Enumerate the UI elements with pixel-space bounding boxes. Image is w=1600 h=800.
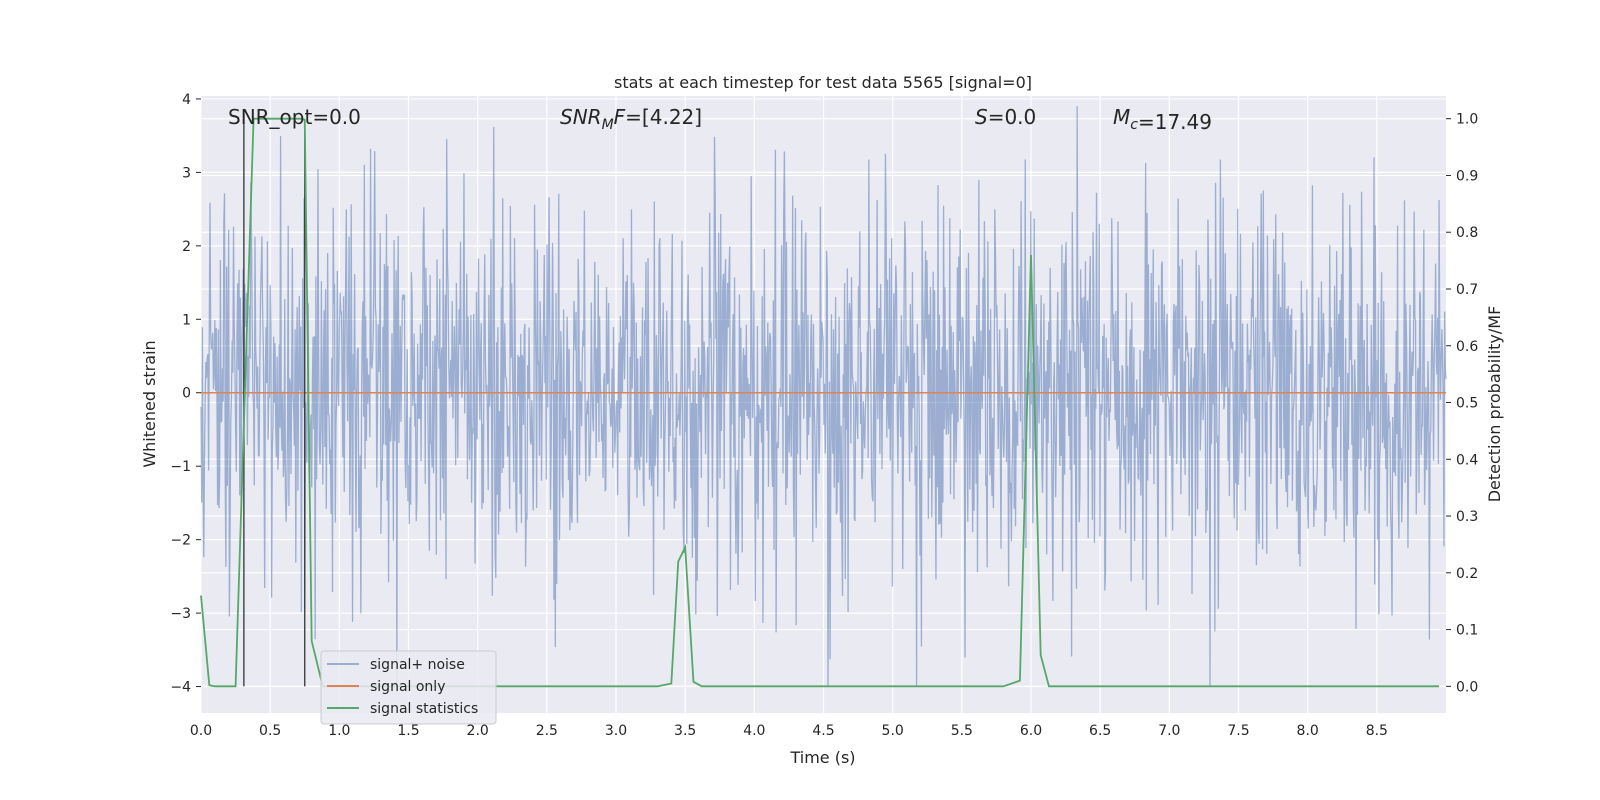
y-right-tick-label: 0.5 bbox=[1456, 396, 1478, 412]
y-left-tick-label: 2 bbox=[182, 239, 191, 255]
y-left-tick-label: −1 bbox=[170, 459, 191, 475]
x-tick-label: 1.5 bbox=[397, 723, 419, 739]
y-left-tick-label: 3 bbox=[182, 165, 191, 181]
x-tick-label: 7.0 bbox=[1158, 723, 1180, 739]
x-tick-label: 5.0 bbox=[882, 723, 904, 739]
legend-label: signal+ noise bbox=[370, 657, 465, 673]
y-left-tick-label: 0 bbox=[182, 386, 191, 402]
x-tick-label: 3.5 bbox=[674, 723, 696, 739]
y-right-tick-label: 0.0 bbox=[1456, 679, 1478, 695]
y-right-tick-label: 0.9 bbox=[1456, 168, 1478, 184]
y-right-tick-label: 0.3 bbox=[1456, 509, 1478, 525]
annotation-3: Mc=17.49 bbox=[1113, 105, 1212, 134]
y-left-tick-label: −2 bbox=[170, 533, 191, 549]
x-axis-label: Time (s) bbox=[789, 748, 855, 767]
x-tick-label: 4.0 bbox=[743, 723, 765, 739]
y-right-tick-label: 0.8 bbox=[1456, 225, 1478, 241]
y-left-tick-label: 1 bbox=[182, 312, 191, 328]
x-tick-label: 0.5 bbox=[259, 723, 281, 739]
x-tick-label: 5.5 bbox=[951, 723, 973, 739]
x-tick-label: 0.0 bbox=[190, 723, 212, 739]
y-right-tick-label: 0.6 bbox=[1456, 339, 1478, 355]
x-tick-label: 3.0 bbox=[605, 723, 627, 739]
series-signal-statistics bbox=[200, 117, 1440, 688]
y-axis-right-ticks: 0.0 0.1 0.2 0.3 0.4 0.5 0.6 0.7 0.8 0.9 1.0 bbox=[1446, 112, 1478, 695]
x-tick-label: 8.5 bbox=[1366, 723, 1388, 739]
y-right-tick-label: 0.7 bbox=[1456, 282, 1478, 298]
x-tick-label: 4.5 bbox=[812, 723, 834, 739]
x-tick-label: 2.5 bbox=[536, 723, 558, 739]
x-tick-label: 1.0 bbox=[328, 723, 350, 739]
y-axis-left-ticks: −4 −3 −2 −1 0 1 2 3 4 bbox=[170, 92, 201, 696]
x-tick-label: 2.0 bbox=[467, 723, 489, 739]
noise-line bbox=[200, 106, 1447, 687]
x-tick-label: 6.5 bbox=[1089, 723, 1111, 739]
annotation-1: SNRMF=[4.22] bbox=[560, 105, 702, 133]
y-right-tick-label: 0.4 bbox=[1456, 452, 1478, 468]
y-left-tick-label: −3 bbox=[170, 606, 191, 622]
y-left-tick-label: 4 bbox=[182, 92, 191, 108]
chart-title: stats at each timestep for test data 556… bbox=[614, 73, 1032, 92]
x-tick-label: 6.0 bbox=[1020, 723, 1042, 739]
x-axis-ticks: 0.0 0.5 1.0 1.5 2.0 2.5 3.0 3.5 4.0 4.5 5.0 5.5 6.0 6… bbox=[190, 723, 1388, 739]
y-left-tick-label: −4 bbox=[170, 680, 191, 696]
legend-label: signal only bbox=[370, 679, 445, 695]
y-right-tick-label: 0.1 bbox=[1456, 623, 1478, 639]
legend: signal+ noise signal only signal statistic… bbox=[320, 650, 497, 725]
annotations: SNR_opt=0.0 SNRMF=[4.22] S=0.0 Mc=17.49 bbox=[228, 105, 1212, 134]
y-right-tick-label: 1.0 bbox=[1456, 112, 1478, 128]
y-axis-left-label: Whitened strain bbox=[140, 340, 159, 467]
legend-label: signal statistics bbox=[370, 701, 478, 717]
annotation-2: S=0.0 bbox=[975, 105, 1036, 129]
y-axis-right-label: Detection probability/MF bbox=[1485, 306, 1504, 503]
signal-statistics-line bbox=[200, 117, 1440, 688]
series-signal-noise bbox=[200, 106, 1447, 687]
annotation-0: SNR_opt=0.0 bbox=[228, 105, 361, 129]
legend-box bbox=[320, 650, 497, 725]
y-right-tick-label: 0.2 bbox=[1456, 566, 1478, 582]
x-tick-label: 8.0 bbox=[1297, 723, 1319, 739]
x-tick-label: 7.5 bbox=[1227, 723, 1249, 739]
